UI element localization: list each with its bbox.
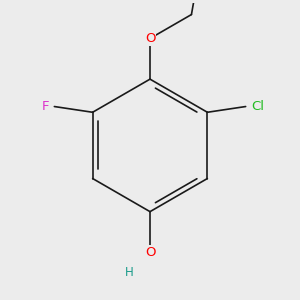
Text: H: H <box>124 266 133 279</box>
Text: F: F <box>41 100 49 113</box>
Text: O: O <box>145 246 155 259</box>
Text: Cl: Cl <box>251 100 264 113</box>
Text: O: O <box>145 32 155 45</box>
